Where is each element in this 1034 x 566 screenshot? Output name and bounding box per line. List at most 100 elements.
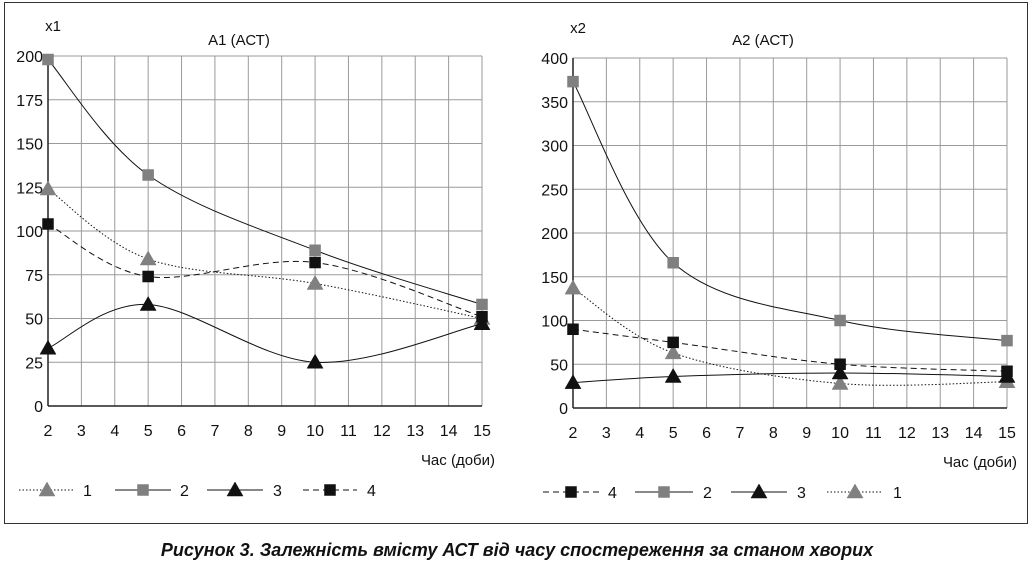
x-tick-label: 7	[210, 423, 219, 440]
legend-1-marker	[846, 483, 864, 499]
grid	[572, 57, 1008, 409]
legend-2-label: 2	[703, 485, 712, 502]
series-4-marker	[309, 256, 321, 269]
legend-3-label: 3	[273, 483, 282, 500]
x-tick-label: 6	[702, 425, 711, 442]
series-group	[564, 75, 1016, 390]
y-tick-label: 350	[541, 95, 568, 112]
series-1-marker	[39, 180, 57, 196]
series-3-marker	[564, 374, 582, 389]
y-tick-label: 200	[541, 226, 568, 243]
figure-caption: Рисунок 3. Залежність вмісту АСТ від час…	[160, 540, 874, 560]
series-4-marker	[476, 310, 488, 323]
y-tick-label: 25	[25, 355, 43, 372]
legend-4-marker	[565, 486, 577, 498]
legend-3-marker	[750, 483, 768, 499]
y-tick-label: 0	[559, 401, 568, 418]
series-4-marker	[834, 358, 846, 371]
legend: 4 2 3 1	[543, 483, 902, 502]
series-2-marker	[142, 169, 154, 181]
x-tick-label: 10	[306, 423, 324, 440]
series-4-line	[47, 223, 483, 318]
y-tick-label: 125	[16, 180, 43, 197]
x-tick-label: 10	[831, 425, 849, 442]
y-axis-label: x1	[45, 18, 61, 35]
x-tick-label: 5	[669, 425, 678, 442]
legend-1-label: 1	[83, 483, 92, 500]
legend-4-label: 4	[608, 485, 617, 502]
legend: 1 2 3 4	[19, 481, 376, 500]
x-tick-label: 4	[635, 425, 644, 442]
x-tick-label: 12	[898, 425, 916, 442]
series-2-marker	[309, 244, 321, 257]
series-4-marker	[667, 336, 679, 349]
chart-title: А1 (АСТ)	[208, 32, 270, 49]
series-1-marker	[306, 274, 324, 290]
x-tick-label: 8	[244, 423, 253, 440]
x-tick-label: 7	[735, 425, 744, 442]
series-2-marker	[667, 256, 679, 269]
chart-title: А2 (АСТ)	[732, 32, 794, 49]
x-tick-label: 13	[406, 423, 424, 440]
x-tick-label: 3	[602, 425, 611, 442]
y-tick-label: 300	[541, 139, 568, 156]
series-2-line	[47, 59, 483, 305]
x-tick-label: 15	[473, 423, 491, 440]
series-2-marker	[567, 75, 579, 88]
x-tick-label: 12	[373, 423, 391, 440]
series-3-marker	[306, 353, 324, 369]
series-2-marker	[834, 314, 846, 327]
legend-1-label: 1	[893, 485, 902, 502]
y-tick-label: 250	[541, 182, 568, 199]
series-2-marker	[476, 298, 488, 311]
series-group	[39, 53, 491, 369]
x-tick-label: 2	[44, 423, 53, 440]
series-1-line	[47, 188, 483, 319]
y-tick-label: 150	[16, 137, 43, 154]
series-2-line	[572, 81, 1008, 342]
x-tick-label: 13	[931, 425, 949, 442]
series-2-marker	[42, 53, 54, 66]
y-tick-label: 100	[541, 314, 568, 331]
x-tick-label: 2	[569, 425, 578, 442]
y-tick-label: 400	[541, 51, 568, 68]
series-3-marker	[831, 364, 849, 380]
series-1-line	[572, 287, 1008, 386]
x-tick-label: 9	[277, 423, 286, 440]
y-tick-label: 100	[16, 224, 43, 241]
x-axis-label: Час (доби)	[943, 454, 1017, 471]
series-3-line	[572, 372, 1008, 384]
legend-2-label: 2	[180, 483, 189, 500]
series-1-marker	[664, 344, 682, 360]
series-4-marker	[1001, 365, 1013, 378]
series-3-line	[47, 303, 483, 363]
series-1-marker	[831, 374, 849, 390]
y-tick-label: 50	[550, 357, 568, 374]
grid	[47, 55, 483, 407]
y-tick-label: 175	[16, 93, 43, 110]
y-tick-label: 75	[25, 268, 43, 285]
series-1-marker	[139, 250, 157, 266]
series-4-marker	[142, 270, 154, 283]
x-tick-label: 11	[865, 425, 882, 442]
x-tick-label: 6	[177, 423, 186, 440]
x-tick-label: 14	[440, 423, 458, 440]
series-3-marker	[664, 367, 682, 383]
series-3-marker	[39, 339, 57, 355]
series-4-marker	[42, 218, 54, 230]
series-3-marker	[473, 315, 491, 330]
x-tick-label: 4	[110, 423, 119, 440]
figure-frame: 0 25 50 75 100 125 150 175 200 2 3 4 5 6 7 8 9 10 11 12 13 14…	[4, 2, 1028, 524]
x-tick-label: 11	[340, 423, 357, 440]
series-4-line	[572, 328, 1008, 372]
legend-2-marker	[137, 484, 149, 496]
x-tick-label: 15	[998, 425, 1016, 442]
legend-2-marker	[658, 486, 670, 498]
y-tick-label: 150	[541, 270, 568, 287]
x-tick-label: 14	[965, 425, 983, 442]
legend-4-label: 4	[367, 483, 376, 500]
legend-1-marker	[38, 481, 56, 497]
y-tick-label: 0	[34, 399, 43, 416]
